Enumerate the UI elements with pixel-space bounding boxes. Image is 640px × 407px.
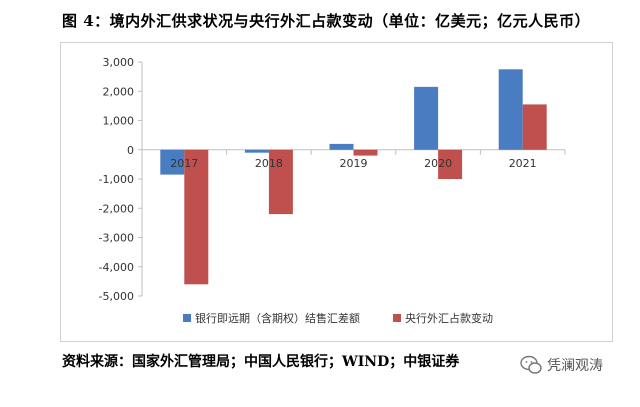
bar-1-2017 — [160, 149, 185, 175]
y-tick-label: -2,000 — [99, 202, 134, 215]
chart-title: 图 4：境内外汇供求状况与央行外汇占款变动（单位：亿美元；亿元人民币） — [62, 12, 591, 30]
y-tick-label: 1,000 — [103, 115, 135, 128]
x-tick-label: 2019 — [340, 157, 368, 170]
bar-2-2019 — [353, 149, 378, 156]
y-tick-label: 3,000 — [103, 56, 135, 69]
bar-2-2020 — [438, 149, 463, 179]
chart-area — [60, 42, 613, 342]
bar-1-2021 — [498, 69, 523, 150]
legend-swatch-2 — [393, 314, 401, 322]
legend-swatch-1 — [183, 314, 191, 322]
bar-1-2020 — [414, 86, 439, 150]
legend-label-1: 银行即远期（含期权）结售汇差额 — [195, 311, 360, 325]
bar-2-2021 — [522, 104, 547, 150]
watermark: 凭澜观涛 — [520, 355, 603, 375]
x-tick-label: 2018 — [255, 157, 283, 170]
x-tick-label: 2017 — [170, 157, 198, 170]
y-tick-label: -3,000 — [99, 232, 134, 245]
wechat-icon — [520, 355, 542, 374]
source-note: 资料来源：国家外汇管理局；中国人民银行；WIND；中银证券 — [62, 354, 460, 370]
y-tick-label: 0 — [127, 144, 134, 157]
x-tick-label: 2021 — [509, 157, 537, 170]
bar-1-2019 — [329, 143, 354, 150]
bar-1-2018 — [244, 149, 269, 153]
watermark-text: 凭澜观涛 — [547, 358, 603, 374]
x-tick-label: 2020 — [424, 157, 452, 170]
bar-2-2017 — [184, 149, 209, 285]
legend-label-2: 央行外汇占款变动 — [405, 311, 493, 325]
bar-2-2018 — [268, 149, 293, 215]
y-tick-label: -4,000 — [99, 261, 134, 274]
y-tick-label: -1,000 — [99, 173, 134, 186]
y-tick-label: -5,000 — [99, 290, 134, 303]
y-tick-label: 2,000 — [103, 85, 135, 98]
